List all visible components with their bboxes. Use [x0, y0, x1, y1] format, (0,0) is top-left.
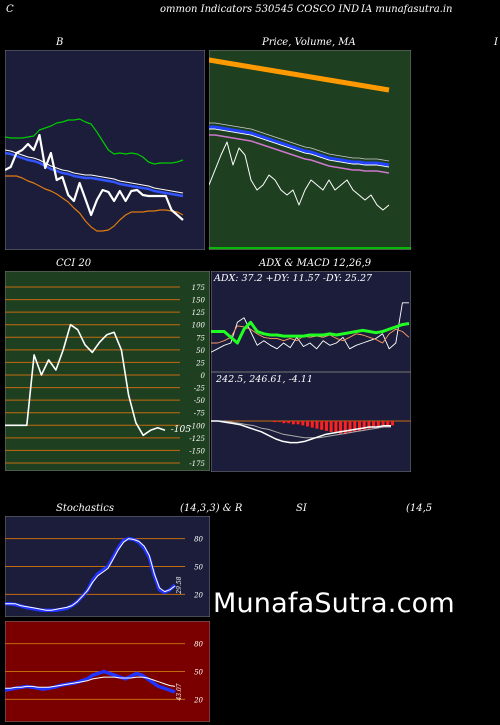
rsi-svg: 80 50 20 43.07 — [5, 621, 210, 722]
rsi-last-label: 43.07 — [176, 683, 183, 701]
rsi-tick-label: 50 — [194, 669, 203, 677]
cci-tick-label: -100 — [189, 422, 205, 430]
macd-svg — [211, 372, 411, 472]
macd-histogram-bar — [273, 421, 276, 423]
bb-middle-line — [5, 151, 184, 198]
price-ma-pink-line — [209, 134, 390, 174]
bb-price-line — [5, 133, 184, 221]
cci-tick-label: -125 — [189, 435, 205, 443]
rsi-tick-label: 20 — [193, 696, 203, 704]
header-title: ommon Indicators 530545 COSCO IND — [160, 4, 360, 15]
macd-signal-line — [211, 420, 391, 439]
price-close-line — [209, 141, 390, 211]
macd-histogram-bar — [348, 421, 352, 434]
price-ma-white-line — [209, 128, 390, 168]
macd-histogram-bar — [296, 421, 300, 425]
bb-middle-outline-line — [5, 149, 184, 194]
macd-histogram-bar — [343, 421, 347, 435]
adx-macd-title: ADX & MACD 12,26,9 — [259, 258, 372, 269]
cci-tick-label: -75 — [194, 410, 206, 418]
bb-lower-line — [5, 175, 184, 232]
macd-readout: 242.5, 246.61, -4.11 — [216, 374, 313, 385]
price-svg — [209, 50, 411, 250]
macd-histogram-bar — [391, 421, 394, 426]
rsi-panel: 80 50 20 43.07 — [5, 621, 210, 722]
macd-histogram-bar — [291, 421, 295, 425]
stoch-svg: 80 50 20 29.58 — [5, 516, 210, 617]
macd-histogram-bar — [277, 421, 281, 423]
cci-tick-label: 100 — [192, 322, 206, 330]
macd-histogram-bar — [310, 421, 314, 428]
price-ma-long-line — [209, 57, 390, 93]
macd-histogram-bar — [386, 421, 390, 426]
stoch-title: Stochastics — [56, 503, 114, 514]
macd-histogram-bar — [357, 421, 361, 431]
macd-line — [211, 420, 391, 444]
cci-tick-label: 125 — [192, 309, 206, 317]
macd-panel — [211, 372, 411, 472]
macd-histogram-bar — [306, 421, 310, 427]
macd-histogram-bar — [339, 421, 343, 435]
adx-line — [211, 320, 410, 345]
cci-panel: 175 150 125 100 75 50 25 0 -25 -50 -75 -100 -125 -150… — [5, 271, 210, 471]
adx-panel — [211, 271, 411, 372]
macd-histogram-bar — [372, 421, 376, 428]
cci-tick-label: 25 — [195, 359, 205, 367]
rsi-signal-line — [5, 676, 176, 689]
stoch-panel: 80 50 20 29.58 — [5, 516, 210, 617]
cci-tick-label: 150 — [192, 297, 206, 305]
price-ma-guide-line — [209, 122, 390, 162]
cci-tick-label: -50 — [194, 397, 206, 405]
cci-tick-label: 175 — [192, 284, 206, 292]
price-panel — [209, 50, 411, 250]
macd-histogram-bar — [329, 421, 333, 432]
cci-svg: 175 150 125 100 75 50 25 0 -25 -50 -75 -100 -125 -150… — [5, 271, 210, 471]
stoch-tick-label: 50 — [194, 564, 203, 572]
bollinger-panel — [5, 50, 205, 250]
macd-histogram-bar — [334, 421, 338, 434]
cci-tick-label: -150 — [189, 447, 205, 455]
cci-tick-label: -25 — [194, 385, 206, 393]
stoch-tick-label: 20 — [193, 591, 203, 599]
macd-histogram-bar — [301, 421, 305, 426]
macd-histogram-bar — [362, 421, 366, 430]
cci-tick-label: -175 — [189, 460, 205, 468]
adx-readout: ADX: 37.2 +DY: 11.57 -DY: 25.27 — [214, 273, 373, 284]
header-right: IA munafasutra.in — [361, 4, 453, 15]
macd-histogram-bar — [320, 421, 324, 430]
cci-title: CCI 20 — [56, 258, 92, 269]
cci-line — [5, 323, 166, 437]
macd-histogram-bar — [376, 421, 380, 427]
stoch-tick-label: 80 — [194, 536, 203, 544]
rsi-params: (14,5 — [406, 503, 433, 514]
cci-tick-label: 0 — [201, 372, 206, 380]
watermark: MunafaSutra.com — [213, 588, 455, 619]
stoch-signal-line — [5, 538, 176, 611]
rsi-tick-label: 80 — [194, 641, 203, 649]
macd-histogram-bar — [381, 421, 385, 426]
macd-histogram-bar — [324, 421, 328, 431]
adx-svg — [211, 271, 411, 372]
bollinger-svg — [5, 50, 205, 250]
macd-histogram-bar — [367, 421, 371, 429]
rsi-title: SI — [296, 503, 307, 514]
stoch-last-label: 29.58 — [176, 576, 183, 594]
macd-histogram-bar — [282, 421, 286, 424]
adx-plus-di-line — [211, 302, 409, 353]
edge-label: I — [494, 37, 498, 48]
macd-histogram-bar — [287, 421, 291, 424]
price-title: Price, Volume, MA — [262, 37, 356, 48]
stoch-params: (14,3,3) & R — [180, 503, 243, 514]
cci-last-label: -105 — [171, 425, 191, 435]
header-left: C — [6, 4, 14, 15]
bb-upper-line — [5, 118, 184, 165]
adx-minus-di-line — [211, 325, 410, 344]
macd-histogram-bar — [315, 421, 319, 429]
macd-histogram-bar — [353, 421, 357, 432]
bb-title: B — [56, 37, 64, 48]
price-ma-short-line — [209, 125, 390, 167]
cci-tick-label: 75 — [196, 334, 205, 342]
cci-tick-label: 50 — [196, 347, 205, 355]
